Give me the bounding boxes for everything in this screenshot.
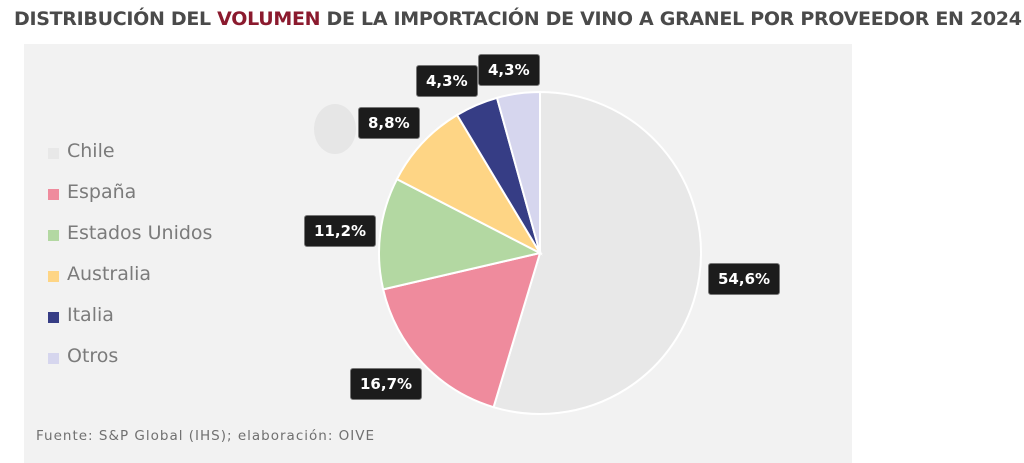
pie-slice-españa — [381, 251, 542, 409]
pie-slice-chile — [492, 90, 702, 415]
legend-item: Otros — [48, 335, 212, 376]
chart-title: DISTRIBUCIÓN DEL VOLUMEN DE LA IMPORTACI… — [14, 8, 1022, 30]
faint-decoration — [314, 104, 356, 154]
data-label: 8,8% — [358, 107, 420, 139]
title-part-1: DISTRIBUCIÓN DEL — [14, 8, 218, 30]
legend-label: Chile — [67, 139, 115, 162]
data-label: 11,2% — [304, 215, 377, 247]
legend-swatch — [48, 189, 59, 200]
legend-label: Otros — [67, 344, 119, 367]
source-note: Fuente: S&P Global (IHS); elaboración: O… — [36, 428, 376, 444]
legend-swatch — [48, 230, 59, 241]
data-label: 4,3% — [478, 54, 540, 86]
legend-item: Italia — [48, 294, 212, 335]
data-label: 54,6% — [708, 263, 781, 295]
legend-item: España — [48, 171, 212, 212]
legend-swatch — [48, 148, 59, 159]
pie-slice-otros — [495, 90, 541, 254]
legend: Chile España Estados Unidos Australia Italia… — [48, 130, 212, 376]
legend-swatch — [48, 353, 59, 364]
data-label: 16,7% — [350, 368, 423, 400]
legend-label: Italia — [67, 303, 114, 326]
legend-label: Australia — [67, 262, 152, 285]
data-label: 4,3% — [416, 65, 478, 97]
title-part-2: DE LA IMPORTACIÓN DE VINO A GRANEL POR P… — [320, 8, 1022, 30]
pie-slice-estados-unidos — [378, 177, 543, 291]
legend-swatch — [48, 271, 59, 282]
legend-item: Australia — [48, 253, 212, 294]
legend-swatch — [48, 312, 59, 323]
pie-slice-australia — [395, 113, 543, 256]
title-highlight: VOLUMEN — [217, 8, 321, 30]
legend-label: España — [67, 180, 137, 203]
legend-label: Estados Unidos — [67, 221, 213, 244]
legend-item: Estados Unidos — [48, 212, 212, 253]
legend-item: Chile — [48, 130, 212, 171]
